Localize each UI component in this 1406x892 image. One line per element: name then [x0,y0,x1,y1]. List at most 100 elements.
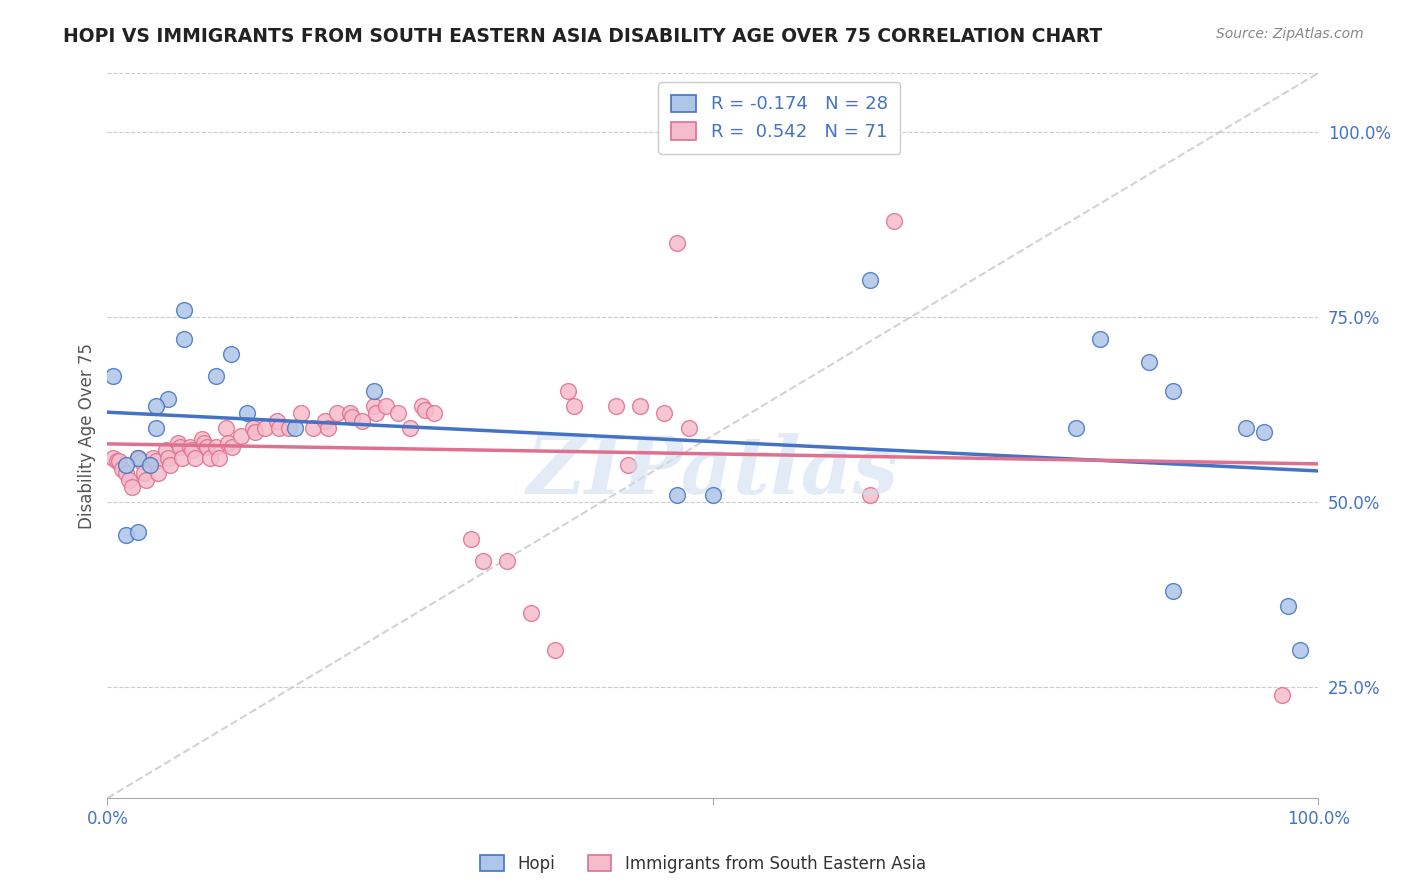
Point [1289,643,1312,657]
Point [665,488,688,502]
Point [142,450,165,465]
Point [118,473,141,487]
Point [243,425,266,439]
Text: HOPI VS IMMIGRANTS FROM SOUTH EASTERN ASIA DISABILITY AGE OVER 75 CORRELATION CH: HOPI VS IMMIGRANTS FROM SOUTH EASTERN AS… [63,27,1102,45]
Point [363,399,385,413]
Point [114,458,136,472]
Point [173,332,195,346]
Point [242,421,264,435]
Point [221,440,243,454]
Point [205,440,228,454]
Point [278,421,301,435]
Point [114,528,136,542]
Point [520,606,543,620]
Point [103,369,125,384]
Point [314,414,336,428]
Point [363,384,385,399]
Legend: Hopi, Immigrants from South Eastern Asia: Hopi, Immigrants from South Eastern Asia [474,848,932,880]
Point [1137,354,1160,368]
Point [605,399,627,413]
Point [145,399,167,413]
Point [1161,384,1184,399]
Point [1271,688,1294,702]
Point [411,399,433,413]
Point [460,532,482,546]
Point [127,450,149,465]
Point [191,432,214,446]
Point [179,440,201,454]
Point [127,524,149,539]
Point [135,473,157,487]
Point [169,440,191,454]
Point [350,414,373,428]
Point [326,406,349,420]
Point [129,454,152,468]
Point [316,421,339,435]
Point [1234,421,1257,435]
Point [156,392,179,406]
Point [159,458,181,472]
Point [339,406,361,420]
Point [1161,583,1184,598]
Text: Source: ZipAtlas.com: Source: ZipAtlas.com [1216,27,1364,41]
Point [366,406,388,420]
Point [155,443,177,458]
Point [181,443,204,458]
Point [702,488,724,502]
Point [423,406,446,420]
Point [471,554,494,568]
Point [562,399,585,413]
Point [617,458,640,472]
Point [235,406,257,420]
Point [665,236,688,251]
Point [156,450,179,465]
Point [496,554,519,568]
Point [374,399,396,413]
Point [628,399,651,413]
Point [859,488,882,502]
Point [859,273,882,287]
Point [340,410,363,425]
Point [654,406,676,420]
Point [253,421,276,435]
Y-axis label: Disability Age Over 75: Disability Age Over 75 [79,343,96,529]
Point [1277,599,1299,613]
Point [148,466,170,480]
Point [114,466,136,480]
Point [284,421,307,435]
Point [145,454,167,468]
Point [139,458,162,472]
Point [173,302,195,317]
Point [108,454,131,468]
Point [399,421,422,435]
Point [127,450,149,465]
Legend: R = -0.174   N = 28, R =  0.542   N = 71: R = -0.174 N = 28, R = 0.542 N = 71 [658,82,900,154]
Point [200,450,222,465]
Point [290,406,312,420]
Point [219,347,242,361]
Point [195,440,218,454]
Text: ZIPatlas: ZIPatlas [527,433,898,510]
Point [205,369,228,384]
Point [215,421,238,435]
Point [145,421,167,435]
Point [172,450,194,465]
Point [183,450,205,465]
Point [544,643,567,657]
Point [229,428,252,442]
Point [302,421,325,435]
Point [132,466,155,480]
Point [1090,332,1112,346]
Point [1253,425,1275,439]
Point [121,480,143,494]
Point [193,436,215,450]
Point [105,454,128,468]
Point [266,414,288,428]
Point [217,436,239,450]
Point [166,436,188,450]
Point [557,384,579,399]
Point [413,402,436,417]
Point [1064,421,1087,435]
Point [103,450,125,465]
Point [111,462,134,476]
